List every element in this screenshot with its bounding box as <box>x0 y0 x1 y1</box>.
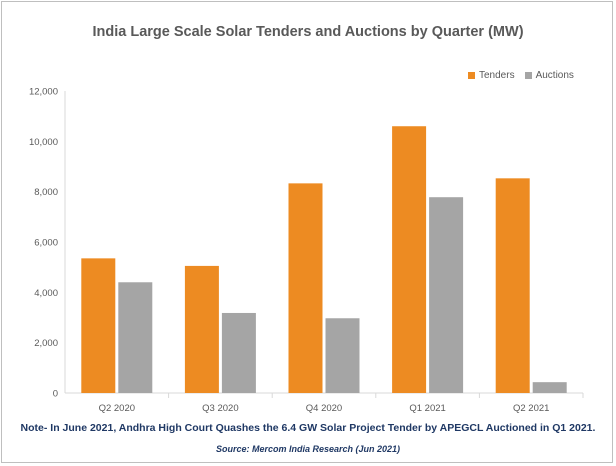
x-tick-label: Q1 2021 <box>409 403 445 414</box>
legend-item-tenders: Tenders <box>468 70 515 81</box>
bar-tenders <box>392 126 427 393</box>
y-tick-label: 0 <box>53 389 58 400</box>
x-tick-label: Q2 2020 <box>99 403 135 414</box>
bar-tenders <box>495 178 530 393</box>
y-tick-label: 8,000 <box>34 187 58 198</box>
y-tick-label: 4,000 <box>34 288 58 299</box>
chart-title: India Large Scale Solar Tenders and Auct… <box>92 24 524 40</box>
bar-auctions <box>325 318 360 393</box>
bar-tenders <box>288 183 323 393</box>
bar-auctions <box>221 312 256 393</box>
x-tick-label: Q2 2021 <box>513 403 549 414</box>
x-tick-label: Q4 2020 <box>306 403 342 414</box>
y-tick-label: 6,000 <box>34 238 58 249</box>
legend-swatch-tenders <box>468 72 475 79</box>
y-tick-label: 2,000 <box>34 338 58 349</box>
x-tick-label: Q3 2020 <box>202 403 238 414</box>
bar-auctions <box>532 382 567 393</box>
y-tick-label: 12,000 <box>29 87 58 98</box>
bar-tenders <box>81 258 116 393</box>
bar-auctions <box>118 282 153 393</box>
legend-item-auctions: Auctions <box>524 70 574 81</box>
chart-source: Source: Mercom India Research (Jun 2021) <box>215 444 401 454</box>
chart-legend: Tenders Auctions <box>468 70 584 81</box>
y-tick-label: 10,000 <box>29 137 58 148</box>
legend-label-auctions: Auctions <box>535 70 574 81</box>
legend-label-tenders: Tenders <box>479 70 515 81</box>
bar-tenders <box>184 265 219 393</box>
bar-auctions <box>429 197 464 393</box>
legend-swatch-auctions <box>524 72 532 79</box>
chart-note: Note- In June 2021, Andhra High Court Qu… <box>20 422 596 434</box>
